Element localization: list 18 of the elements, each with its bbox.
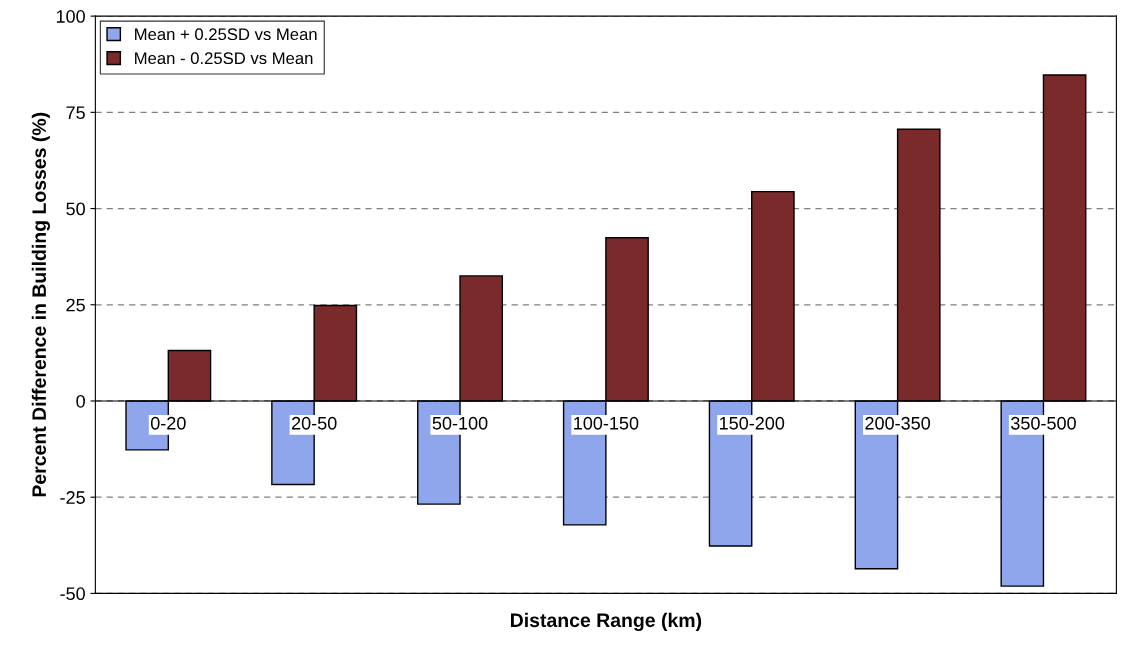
y-tick-label: 100 — [56, 10, 85, 23]
y-tick-label: 25 — [66, 298, 85, 312]
legend-label: Mean - 0.25SD vs Mean — [135, 52, 313, 65]
x-tick-label: 0-20 — [150, 416, 186, 430]
y-tick-label: -25 — [60, 491, 85, 504]
y-tick-label: 75 — [66, 106, 85, 120]
x-tick-label: 350-500 — [1011, 416, 1076, 430]
x-tick-label: 200-350 — [865, 416, 931, 430]
x-tick-label: 20-50 — [291, 416, 337, 430]
x-axis-title: Distance Range (km) — [511, 612, 702, 632]
x-tick-label: 150-200 — [719, 416, 785, 430]
y-axis-title: Percent Difference in Building Losses (%) — [31, 112, 50, 497]
legend-label: Mean + 0.25SD vs Mean — [135, 28, 317, 41]
y-tick-label: -50 — [60, 587, 85, 601]
x-tick-label: 100-150 — [574, 416, 639, 430]
y-tick-label: 50 — [66, 202, 85, 216]
y-tick-label: 0 — [76, 394, 85, 408]
x-tick-label: 50-100 — [432, 416, 488, 430]
